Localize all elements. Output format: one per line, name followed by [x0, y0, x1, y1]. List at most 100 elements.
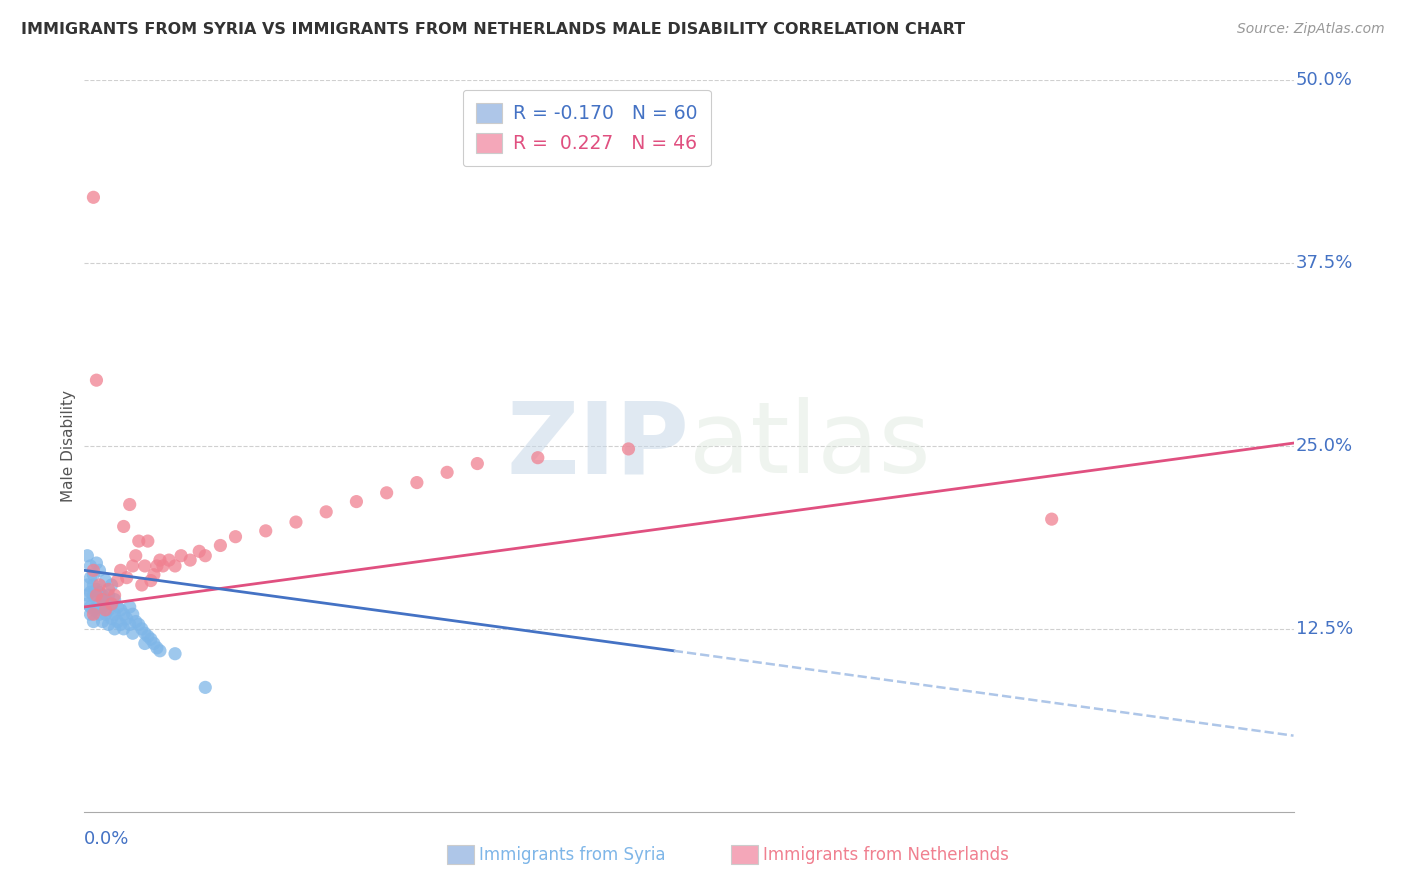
Point	[467, 457, 489, 471]
Point	[86, 582, 108, 597]
Point	[121, 626, 143, 640]
Point	[86, 373, 108, 387]
Point	[149, 644, 172, 658]
Point	[170, 549, 193, 563]
Text: ZIP: ZIP	[506, 398, 689, 494]
Point	[104, 607, 127, 622]
Point	[115, 612, 138, 626]
Point	[315, 505, 337, 519]
Point	[76, 578, 98, 592]
Text: Immigrants from Syria: Immigrants from Syria	[478, 846, 665, 863]
Point	[79, 571, 101, 585]
FancyBboxPatch shape	[447, 846, 474, 864]
Point	[149, 553, 172, 567]
Point	[94, 574, 117, 588]
Point	[146, 640, 169, 655]
Point	[139, 632, 162, 646]
Point	[125, 549, 148, 563]
Point	[89, 607, 111, 622]
Point	[82, 567, 104, 582]
Point	[110, 617, 132, 632]
Point	[82, 588, 104, 602]
Point	[112, 519, 135, 533]
Point	[188, 544, 211, 558]
Point	[91, 615, 114, 629]
Point	[121, 607, 143, 622]
Point	[254, 524, 277, 538]
Text: 12.5%: 12.5%	[1296, 620, 1353, 638]
Point	[91, 592, 114, 607]
Point	[97, 617, 120, 632]
Point	[284, 515, 308, 529]
Point	[89, 563, 111, 577]
Point	[89, 597, 111, 611]
Point	[436, 466, 458, 480]
Point	[110, 603, 132, 617]
Point	[134, 636, 156, 650]
Point	[89, 578, 111, 592]
Point	[76, 597, 98, 611]
Point	[139, 574, 162, 588]
Legend: R = -0.170   N = 60, R =  0.227   N = 46: R = -0.170 N = 60, R = 0.227 N = 46	[463, 90, 711, 166]
Text: Immigrants from Netherlands: Immigrants from Netherlands	[762, 846, 1008, 863]
Point	[136, 629, 159, 643]
Point	[110, 563, 132, 577]
Point	[107, 599, 129, 614]
Point	[157, 553, 180, 567]
Point	[94, 603, 117, 617]
Point	[112, 622, 135, 636]
Text: atlas: atlas	[689, 398, 931, 494]
Point	[79, 558, 101, 573]
Point	[104, 592, 127, 607]
Point	[86, 588, 108, 602]
Point	[100, 597, 122, 611]
Point	[1040, 512, 1063, 526]
Point	[136, 534, 159, 549]
Point	[76, 588, 98, 602]
Point	[100, 578, 122, 592]
Point	[82, 190, 104, 204]
Point	[82, 563, 104, 577]
Point	[115, 571, 138, 585]
Point	[131, 578, 153, 592]
Point	[128, 617, 150, 632]
Point	[82, 603, 104, 617]
Point	[86, 603, 108, 617]
Text: IMMIGRANTS FROM SYRIA VS IMMIGRANTS FROM NETHERLANDS MALE DISABILITY CORRELATION: IMMIGRANTS FROM SYRIA VS IMMIGRANTS FROM…	[21, 22, 965, 37]
Point	[86, 592, 108, 607]
Point	[346, 494, 368, 508]
Text: 0.0%: 0.0%	[84, 830, 129, 848]
Text: 50.0%: 50.0%	[1296, 71, 1353, 89]
Point	[97, 603, 120, 617]
Point	[142, 636, 165, 650]
Point	[97, 582, 120, 597]
Point	[118, 617, 141, 632]
Point	[76, 549, 98, 563]
Point	[194, 681, 217, 695]
Point	[617, 442, 640, 456]
Point	[107, 574, 129, 588]
Point	[100, 597, 122, 611]
Point	[79, 585, 101, 599]
Point	[94, 592, 117, 607]
Point	[375, 485, 398, 500]
Point	[194, 549, 217, 563]
Point	[225, 530, 247, 544]
Point	[163, 558, 186, 573]
Point	[100, 612, 122, 626]
Point	[134, 626, 156, 640]
Point	[152, 558, 174, 573]
Text: 25.0%: 25.0%	[1296, 437, 1353, 455]
Point	[89, 585, 111, 599]
Point	[91, 599, 114, 614]
FancyBboxPatch shape	[731, 846, 758, 864]
Point	[179, 553, 201, 567]
Point	[128, 534, 150, 549]
Point	[406, 475, 429, 490]
Point	[94, 607, 117, 622]
Point	[107, 615, 129, 629]
Point	[131, 622, 153, 636]
Point	[134, 558, 156, 573]
Point	[104, 622, 127, 636]
Point	[82, 615, 104, 629]
